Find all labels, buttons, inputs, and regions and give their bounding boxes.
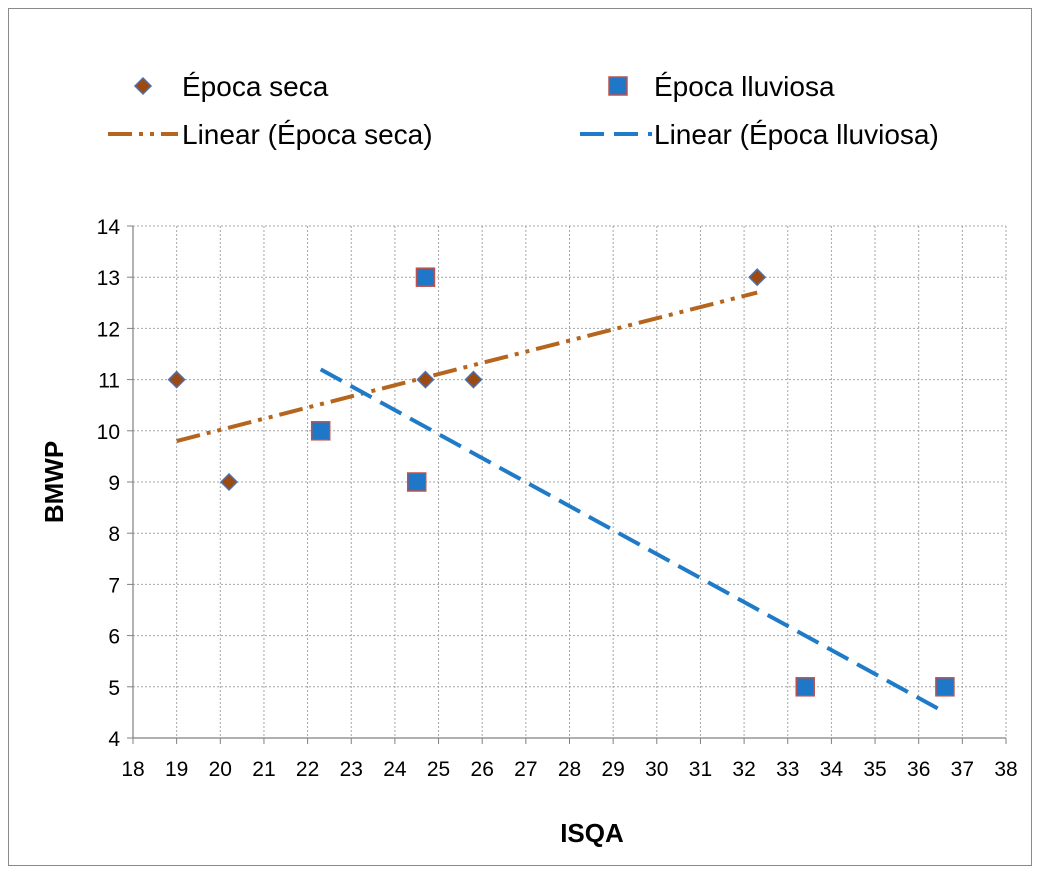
x-tick-label: 27 xyxy=(514,758,537,781)
x-tick-label: 29 xyxy=(601,758,624,781)
legend-label-epoca-lluviosa: Época lluviosa xyxy=(654,71,835,102)
y-tick-label: 5 xyxy=(108,677,120,700)
data-point-epoca-lluviosa xyxy=(406,472,427,492)
x-tick-label: 31 xyxy=(689,758,712,781)
x-tick-label: 25 xyxy=(427,758,450,781)
x-tick-label: 38 xyxy=(994,758,1017,781)
x-tick-label: 20 xyxy=(209,758,232,781)
y-tick-label: 13 xyxy=(97,267,120,290)
x-tick-label: 21 xyxy=(252,758,275,781)
data-point-epoca-lluviosa xyxy=(935,677,955,697)
data-point-epoca-lluviosa xyxy=(310,421,331,441)
x-tick-label: 22 xyxy=(296,758,319,781)
data-point-epoca-seca xyxy=(167,370,186,389)
y-tick-label: 8 xyxy=(108,523,120,546)
legend-item-epoca-lluviosa: Época lluviosa xyxy=(608,71,835,102)
x-tick-label: 32 xyxy=(732,758,755,781)
x-tick-label: 30 xyxy=(645,758,668,781)
legend-marker-square xyxy=(608,76,628,96)
x-axis-title: ISQA xyxy=(560,818,624,848)
x-tick-label: 36 xyxy=(907,758,930,781)
data-point-epoca-lluviosa xyxy=(795,677,815,697)
legend-label-linear-epoca-seca: Linear (Época seca) xyxy=(182,119,433,150)
x-tick-label: 28 xyxy=(558,758,581,781)
data-point-epoca-seca xyxy=(219,472,239,492)
chart-area xyxy=(8,8,1032,866)
x-tick-label: 24 xyxy=(383,758,407,781)
y-tick-label: 11 xyxy=(98,370,120,393)
data-point-epoca-seca xyxy=(464,370,483,389)
trendlines xyxy=(176,290,946,715)
data-points xyxy=(167,267,955,697)
y-tick-label: 10 xyxy=(97,421,120,444)
y-tick-label: 6 xyxy=(108,626,120,649)
y-axis-ticks: 4 5 6 7 8 9 10 11 12 13 14 xyxy=(97,216,133,751)
trendline-epoca-lluviosa xyxy=(319,367,946,715)
gridlines xyxy=(133,225,1007,738)
x-tick-label: 33 xyxy=(776,758,799,781)
x-axis-ticks: 18 19 20 21 22 23 24 25 26 27 28 29 30 31 32 33 34 35 36 37… xyxy=(121,738,1018,781)
x-tick-label: 23 xyxy=(340,758,363,781)
data-point-epoca-seca xyxy=(748,268,767,287)
y-axis-title: BMWP xyxy=(39,441,69,523)
data-point-epoca-lluviosa xyxy=(415,267,436,287)
y-tick-label: 9 xyxy=(108,472,120,495)
x-tick-label: 35 xyxy=(863,758,886,781)
trendline-epoca-seca xyxy=(176,290,758,443)
legend-label-epoca-seca: Época seca xyxy=(182,71,329,102)
y-tick-label: 7 xyxy=(108,574,120,597)
legend-item-linear-epoca-lluviosa: Linear (Época lluviosa) xyxy=(580,119,939,150)
legend-label-linear-epoca-lluviosa: Linear (Época lluviosa) xyxy=(654,119,939,150)
legend: Época seca Época lluviosa Linear (Época … xyxy=(108,71,939,150)
y-tick-label: 14 xyxy=(97,216,121,239)
y-tick-label: 4 xyxy=(108,728,120,751)
legend-marker-diamond xyxy=(133,76,153,96)
x-tick-label: 18 xyxy=(121,758,144,781)
data-point-epoca-seca xyxy=(416,370,435,389)
y-tick-label: 12 xyxy=(97,318,120,341)
x-tick-label: 26 xyxy=(471,758,494,781)
legend-item-epoca-seca: Época seca xyxy=(133,71,329,102)
legend-item-linear-epoca-seca: Linear (Época seca) xyxy=(108,119,433,150)
x-tick-label: 19 xyxy=(165,758,188,781)
x-tick-label: 34 xyxy=(820,758,844,781)
x-tick-label: 37 xyxy=(951,758,974,781)
